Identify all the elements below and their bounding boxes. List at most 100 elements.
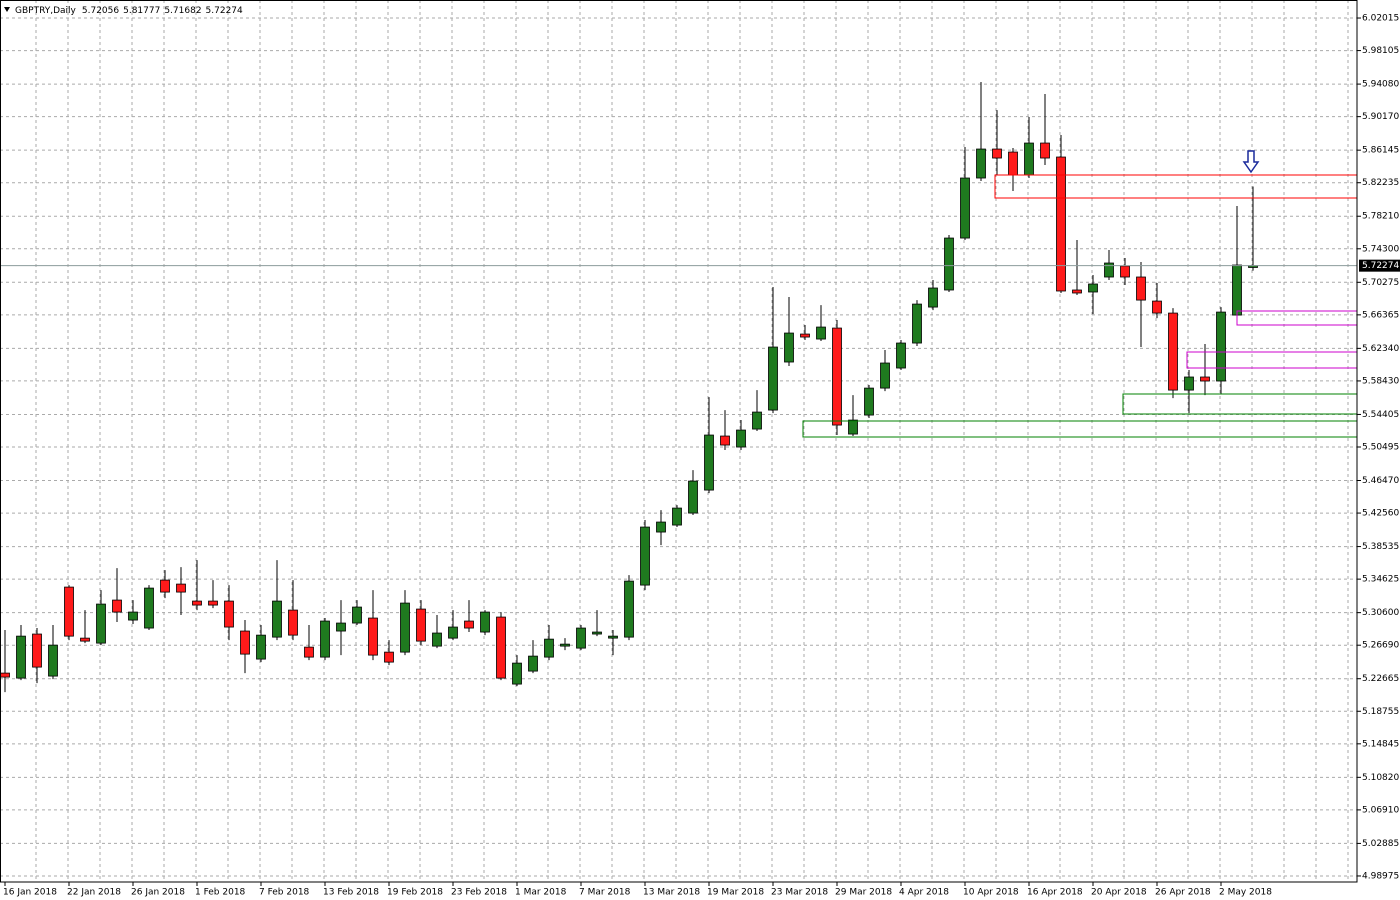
- candle-body: [848, 419, 858, 435]
- candle-body: [928, 287, 938, 308]
- y-tick-label: 5.78210: [1362, 212, 1399, 222]
- candle-body: [1088, 283, 1098, 293]
- candle-body: [176, 583, 186, 593]
- candle-body: [336, 622, 346, 632]
- candle-body: [192, 600, 202, 606]
- candle-body: [1008, 151, 1018, 176]
- candle-body: [720, 435, 730, 446]
- candle-body: [1120, 265, 1130, 278]
- candle-body: [416, 608, 426, 642]
- candle-body: [1232, 264, 1242, 316]
- candle-body: [1056, 156, 1066, 292]
- y-tick-label: 5.94080: [1362, 80, 1399, 90]
- y-tick-label: 5.86145: [1362, 146, 1399, 156]
- candle-body: [272, 600, 282, 638]
- candle-body: [400, 602, 410, 653]
- open-value: 5.72056: [82, 6, 119, 16]
- candle-body: [672, 507, 682, 526]
- x-tick-label: 22 Jan 2018: [67, 888, 121, 898]
- candle-body: [256, 634, 266, 660]
- candle-body: [1040, 142, 1050, 159]
- candle-body: [64, 586, 74, 637]
- candle-body: [976, 148, 986, 179]
- candle-body: [352, 606, 362, 624]
- candle-body: [1200, 376, 1210, 382]
- x-tick-label: 19 Feb 2018: [387, 888, 443, 898]
- plot-frame: [0, 0, 1358, 883]
- candle-body: [480, 611, 490, 633]
- y-tick-label: 5.50495: [1362, 442, 1399, 452]
- x-tick-label: 13 Feb 2018: [323, 888, 379, 898]
- high-value: 5.81777: [123, 6, 160, 16]
- candle-body: [624, 580, 634, 638]
- candle-body: [592, 631, 602, 635]
- candle-body: [816, 326, 826, 340]
- x-tick-label: 1 Feb 2018: [195, 888, 246, 898]
- candle-body: [32, 633, 42, 668]
- x-tick-label: 1 Mar 2018: [515, 888, 567, 898]
- x-tick-label: 23 Feb 2018: [451, 888, 507, 898]
- y-tick-label: 5.30600: [1362, 608, 1399, 618]
- y-tick-label: 5.10820: [1362, 773, 1399, 783]
- candle-body: [896, 342, 906, 369]
- candle-body: [304, 646, 314, 658]
- x-tick-label: 4 Apr 2018: [899, 888, 949, 898]
- x-tick-label: 2 May 2018: [1219, 888, 1272, 898]
- candle-body: [1072, 289, 1082, 294]
- candle-body: [128, 611, 138, 621]
- y-tick-label: 5.42560: [1362, 509, 1399, 519]
- candle-body: [144, 587, 154, 629]
- candle-body: [240, 630, 250, 655]
- x-tick-label: 10 Apr 2018: [963, 888, 1019, 898]
- arrow-down: [1242, 150, 1260, 174]
- y-tick-label: 5.74300: [1362, 244, 1399, 254]
- candle-body: [432, 632, 442, 647]
- candle-body: [640, 526, 650, 586]
- candle-body: [688, 480, 698, 514]
- candle-body: [208, 600, 218, 606]
- menu-triangle: [4, 7, 10, 12]
- y-tick-label: 5.34625: [1362, 575, 1399, 585]
- candle-body: [160, 579, 170, 593]
- candle-body: [496, 616, 506, 679]
- candle-body: [288, 609, 298, 636]
- candle-body: [528, 655, 538, 672]
- low-value: 5.71682: [164, 6, 201, 16]
- y-tick-label: 5.14845: [1362, 739, 1399, 749]
- candle-body: [1104, 262, 1114, 278]
- candle-body: [752, 411, 762, 430]
- y-tick-label: 5.90170: [1362, 112, 1399, 122]
- x-tick-label: 20 Apr 2018: [1091, 888, 1147, 898]
- grid: [0, 0, 1357, 882]
- y-tick-label: 6.02015: [1362, 14, 1399, 24]
- candle-body: [1024, 142, 1034, 176]
- candle-body: [768, 346, 778, 411]
- candle-body: [832, 327, 842, 426]
- candle-body: [544, 638, 554, 658]
- candle-body: [960, 177, 970, 239]
- candle-body: [320, 620, 330, 658]
- close-value: 5.72274: [206, 6, 243, 16]
- candle-body: [80, 637, 90, 642]
- candle-body: [1184, 376, 1194, 391]
- x-tick-label: 7 Feb 2018: [259, 888, 310, 898]
- y-tick-label: 5.18755: [1362, 707, 1399, 717]
- x-tick-label: 16 Apr 2018: [1027, 888, 1083, 898]
- candle-body: [736, 429, 746, 448]
- y-tick-label: 5.66365: [1362, 310, 1399, 320]
- candle-body: [1216, 311, 1226, 382]
- y-tick-label: 5.54405: [1362, 410, 1399, 420]
- x-tick-label: 26 Apr 2018: [1155, 888, 1211, 898]
- candle-body: [944, 237, 954, 291]
- candle-body: [464, 620, 474, 629]
- y-tick-label: 5.38535: [1362, 542, 1399, 552]
- candle-body: [704, 434, 714, 491]
- candle-body: [864, 387, 874, 416]
- candles: [0, 82, 1357, 693]
- candle-body: [448, 626, 458, 639]
- candle-body: [96, 603, 106, 644]
- candle-body: [368, 617, 378, 656]
- candle-body: [560, 643, 570, 647]
- candle-body: [576, 627, 586, 649]
